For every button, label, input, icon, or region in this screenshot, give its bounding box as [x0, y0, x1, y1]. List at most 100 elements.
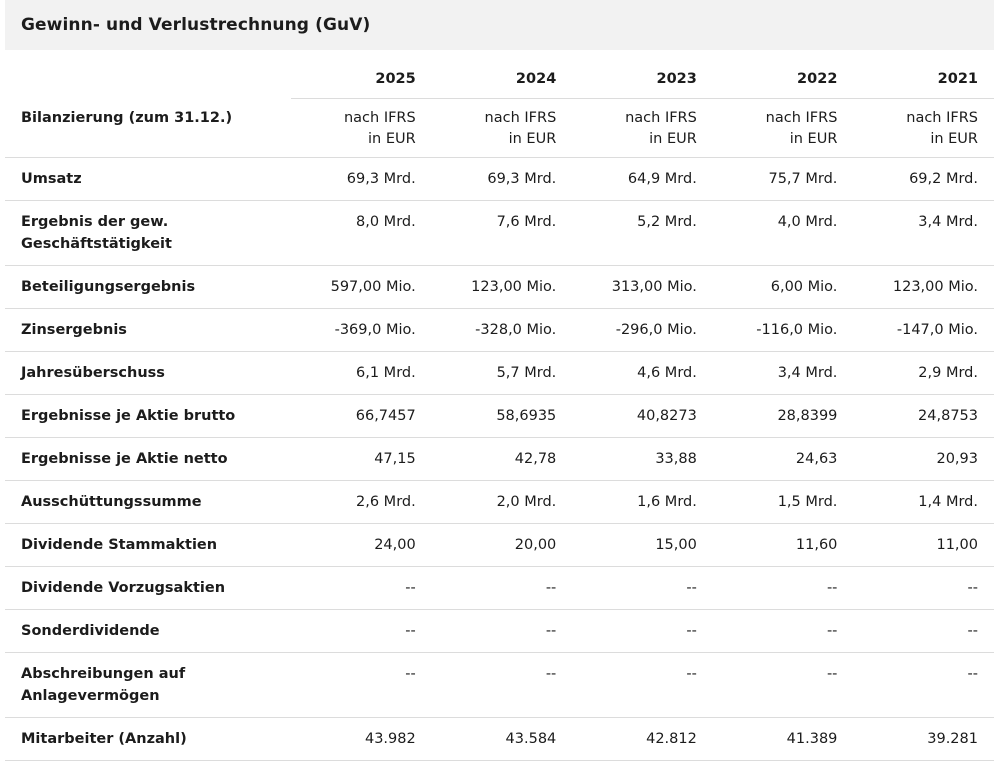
table-cell: 597,00 Mio.	[291, 265, 432, 309]
table-cell: 6,00 Mio.	[712, 265, 854, 309]
year-header: 2024	[431, 60, 573, 99]
table-cell: 123,00 Mio.	[431, 265, 573, 309]
table-cell: 41.389	[712, 717, 854, 761]
table-cell: 66,7457	[291, 394, 432, 438]
table-cell: --	[572, 652, 713, 718]
table-row: Dividende Stammaktien 24,00 20,00 15,00 11,6…	[5, 523, 994, 567]
basis-line1: nach IFRS	[906, 110, 978, 126]
row-label: Sonderdividende	[5, 609, 292, 653]
row-label-line1: Sonderdividende	[21, 623, 160, 639]
table-row-basis: Bilanzierung (zum 31.12.) nach IFRS in EU…	[5, 98, 994, 158]
table-cell: --	[712, 609, 854, 653]
guv-table: 2025 2024 2023 2022 2021 Bilanzierung (z…	[5, 60, 994, 761]
row-label: Ergebnisse je Aktie brutto	[5, 394, 292, 438]
row-label: Mitarbeiter (Anzahl)	[5, 717, 292, 761]
table-cell: 15,00	[572, 523, 713, 567]
basis-line1: nach IFRS	[343, 110, 416, 126]
table-cell: 69,2 Mrd.	[853, 157, 994, 201]
table-cell: 3,4 Mrd.	[853, 200, 994, 266]
table-cell: 7,6 Mrd.	[431, 200, 573, 266]
year-header: 2023	[572, 60, 713, 99]
row-label-line1: Dividende Vorzugsaktien	[21, 580, 226, 596]
table-cell: --	[712, 652, 854, 718]
table-cell: 2,6 Mrd.	[291, 480, 432, 524]
basis-line1: nach IFRS	[765, 110, 838, 126]
row-label-line2: Anlagevermögen	[21, 688, 160, 704]
row-label: Umsatz	[5, 157, 292, 201]
table-cell: 6,1 Mrd.	[291, 351, 432, 395]
table-cell: 2,9 Mrd.	[853, 351, 994, 395]
row-label: Ausschüttungssumme	[5, 480, 292, 524]
basis-line1: nach IFRS	[484, 110, 557, 126]
cell-basis: nach IFRS in EUR	[853, 98, 994, 158]
table-cell: 24,63	[712, 437, 854, 481]
row-label: Bilanzierung (zum 31.12.)	[5, 98, 292, 158]
year-header: 2022	[712, 60, 854, 99]
header-corner	[5, 60, 291, 99]
row-label-line1: Ergebnisse je Aktie netto	[21, 451, 228, 467]
table-cell: 11,00	[853, 523, 994, 567]
basis-line2: in EUR	[930, 131, 978, 147]
table-cell: 20,00	[431, 523, 573, 567]
table-row: Beteiligungsergebnis 597,00 Mio. 123,00 Mi…	[5, 265, 994, 309]
row-label-line1: Ergebnis der gew.	[21, 214, 169, 230]
table-cell: 69,3 Mrd.	[291, 157, 432, 201]
table-cell: --	[572, 609, 713, 653]
table-cell: --	[853, 566, 994, 610]
row-label-line1: Beteiligungsergebnis	[21, 279, 196, 295]
cell-basis: nach IFRS in EUR	[291, 98, 432, 158]
table-cell: 123,00 Mio.	[853, 265, 994, 309]
table-cell: 313,00 Mio.	[572, 265, 713, 309]
row-label-line1: Umsatz	[21, 171, 82, 187]
table-cell: 5,2 Mrd.	[572, 200, 713, 266]
table-cell: 1,5 Mrd.	[712, 480, 854, 524]
basis-line1: nach IFRS	[625, 110, 697, 126]
table-cell: 11,60	[712, 523, 854, 567]
table-cell: 42,78	[431, 437, 573, 481]
table-cell: --	[853, 652, 994, 718]
row-label: Ergebnisse je Aktie netto	[5, 437, 292, 481]
table-cell: 42.812	[572, 717, 713, 761]
table-cell: --	[431, 609, 573, 653]
table-cell: 24,8753	[853, 394, 994, 438]
row-label: Abschreibungen auf Anlagevermögen	[5, 652, 292, 718]
table-row: Mitarbeiter (Anzahl) 43.982 43.584 42.812 41…	[5, 717, 994, 761]
table-cell: -116,0 Mio.	[712, 308, 854, 352]
row-label-line1: Ausschüttungssumme	[21, 494, 202, 510]
basis-line2: in EUR	[649, 131, 697, 147]
table-cell: 4,0 Mrd.	[712, 200, 854, 266]
table-cell: -328,0 Mio.	[431, 308, 573, 352]
table-cell: 47,15	[291, 437, 432, 481]
table-row: Dividende Vorzugsaktien -- -- -- -- --	[5, 566, 994, 610]
table-row: Ergebnisse je Aktie netto 47,15 42,78 33,88…	[5, 437, 994, 481]
cell-basis: nach IFRS in EUR	[712, 98, 854, 158]
table-cell: -147,0 Mio.	[853, 308, 994, 352]
table-cell: 28,8399	[712, 394, 854, 438]
table-cell: 4,6 Mrd.	[572, 351, 713, 395]
table-row: Ausschüttungssumme 2,6 Mrd. 2,0 Mrd. 1,6 Mr…	[5, 480, 994, 524]
table-cell: 24,00	[291, 523, 432, 567]
table-cell: 43.584	[431, 717, 573, 761]
table-cell: 5,7 Mrd.	[431, 351, 573, 395]
row-label-line1: Zinsergebnis	[21, 322, 127, 338]
table-cell: 43.982	[291, 717, 432, 761]
table-cell: 20,93	[853, 437, 994, 481]
table-cell: 2,0 Mrd.	[431, 480, 573, 524]
table-row: Zinsergebnis -369,0 Mio. -328,0 Mio. -296,0…	[5, 308, 994, 352]
table-cell: 3,4 Mrd.	[712, 351, 854, 395]
table-cell: 8,0 Mrd.	[291, 200, 432, 266]
section-title: Gewinn- und Verlustrechnung (GuV)	[5, 0, 994, 50]
table-cell: 39.281	[853, 717, 994, 761]
table-cell: 1,4 Mrd.	[853, 480, 994, 524]
row-label: Dividende Vorzugsaktien	[5, 566, 292, 610]
row-label: Ergebnis der gew. Geschäftstätigkeit	[5, 200, 292, 266]
row-label-line1: Mitarbeiter (Anzahl)	[21, 731, 187, 747]
table-row: Umsatz 69,3 Mrd. 69,3 Mrd. 64,9 Mrd. 75,7 Mr…	[5, 157, 994, 201]
table-cell: -296,0 Mio.	[572, 308, 713, 352]
table-cell: -369,0 Mio.	[291, 308, 432, 352]
table-cell: --	[291, 609, 432, 653]
row-label: Jahresüberschuss	[5, 351, 292, 395]
row-label-line1: Jahresüberschuss	[21, 365, 165, 381]
cell-basis: nach IFRS in EUR	[431, 98, 573, 158]
row-label-line2: Geschäftstätigkeit	[21, 236, 172, 252]
